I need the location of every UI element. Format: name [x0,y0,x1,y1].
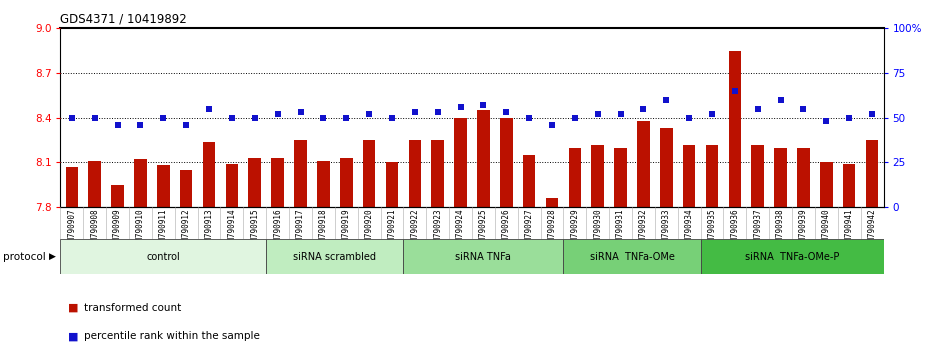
Point [431,109,445,115]
Bar [386,162,398,207]
Point [384,115,399,121]
Point [179,122,193,128]
Bar [272,158,284,207]
Point [522,115,537,121]
Point [796,106,811,112]
Text: ■: ■ [68,331,78,341]
Point [64,115,79,121]
Text: transformed count: transformed count [84,303,181,313]
Point [705,111,720,117]
Point [567,115,582,121]
Bar [568,148,581,207]
Bar [66,167,78,207]
Bar [700,239,883,274]
Bar [843,164,856,207]
Bar [317,161,329,207]
Text: siRNA  TNFa-OMe-P: siRNA TNFa-OMe-P [745,252,839,262]
Text: siRNA TNFa: siRNA TNFa [456,252,512,262]
Bar [404,239,564,274]
Point [682,115,697,121]
Bar [564,239,700,274]
Point [545,122,560,128]
Point [658,97,673,103]
Text: percentile rank within the sample: percentile rank within the sample [84,331,259,341]
Bar [728,51,741,207]
Bar [179,170,193,207]
Point [247,115,262,121]
Bar [615,148,627,207]
Point [591,111,605,117]
Bar [266,239,404,274]
Bar [134,159,147,207]
Point [271,111,286,117]
Point [727,88,742,94]
Text: ▶: ▶ [49,252,56,261]
Bar [432,140,444,207]
Bar [866,140,878,207]
Point [362,111,377,117]
Bar [797,148,810,207]
Text: siRNA scrambled: siRNA scrambled [293,252,377,262]
Bar [546,198,558,207]
Point [819,119,834,124]
Bar [500,118,512,207]
Bar [683,144,696,207]
Point [773,97,788,103]
Bar [60,239,266,274]
Point [316,115,331,121]
Bar [408,140,421,207]
Bar [112,185,124,207]
Point [202,106,217,112]
Point [476,102,491,108]
Text: control: control [146,252,180,262]
Point [842,115,857,121]
Bar [477,110,490,207]
Point [453,104,468,110]
Point [613,111,628,117]
Bar [340,158,352,207]
Text: siRNA  TNFa-OMe: siRNA TNFa-OMe [590,252,674,262]
Bar [775,148,787,207]
Bar [363,140,376,207]
Point [133,122,148,128]
Bar [523,155,536,207]
Bar [248,158,261,207]
Bar [454,118,467,207]
Point [751,106,765,112]
Bar [88,161,101,207]
Point [156,115,171,121]
Bar [660,128,672,207]
Bar [157,165,169,207]
Point [636,106,651,112]
Bar [226,164,238,207]
Bar [820,162,832,207]
Point [293,109,308,115]
Text: protocol: protocol [3,252,46,262]
Point [87,115,102,121]
Point [224,115,239,121]
Point [865,111,880,117]
Point [339,115,353,121]
Bar [203,142,216,207]
Text: GDS4371 / 10419892: GDS4371 / 10419892 [60,12,187,25]
Bar [706,144,718,207]
Bar [294,140,307,207]
Bar [637,121,650,207]
Bar [751,144,764,207]
Point [498,109,513,115]
Point [110,122,125,128]
Text: ■: ■ [68,303,78,313]
Bar [591,144,604,207]
Point [407,109,422,115]
